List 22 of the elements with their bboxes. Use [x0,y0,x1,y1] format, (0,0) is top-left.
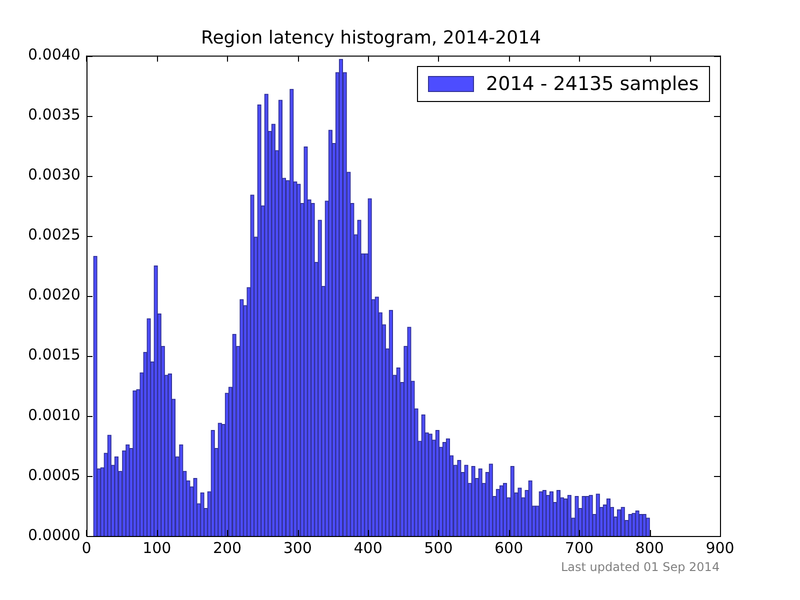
y-tick-label: 0.0030 [28,166,80,184]
x-tick-label: 300 [283,538,312,557]
y-tick-label: 0.0025 [28,226,80,244]
y-tick-label: 0.0040 [28,45,80,64]
y-tick-label: 0.0015 [28,346,80,364]
x-tick-label: 100 [142,538,172,557]
y-tick-label: 0.0020 [28,286,80,304]
legend-label: 2014 - 24135 samples [486,72,699,95]
y-tick-label: 0.0005 [28,466,80,484]
x-tick-label: 400 [354,538,382,557]
x-tick-label: 600 [494,538,524,557]
text: Last updated 01 Sep 2014 [561,560,720,574]
y-tick-label: 0.0010 [28,406,80,424]
x-tick-label: 900 [706,538,734,557]
x-tick-label: 800 [635,538,664,557]
chart-title: Region latency histogram, 2014-2014 [201,27,541,48]
x-tick-label: 200 [212,538,242,557]
y-tick-label: 0.0035 [28,106,80,124]
x-tick-label: 700 [564,538,594,557]
x-tick-label: 0 [82,538,92,557]
x-tick-label: 500 [424,538,453,557]
y-tick-label: 0.0000 [28,526,80,544]
